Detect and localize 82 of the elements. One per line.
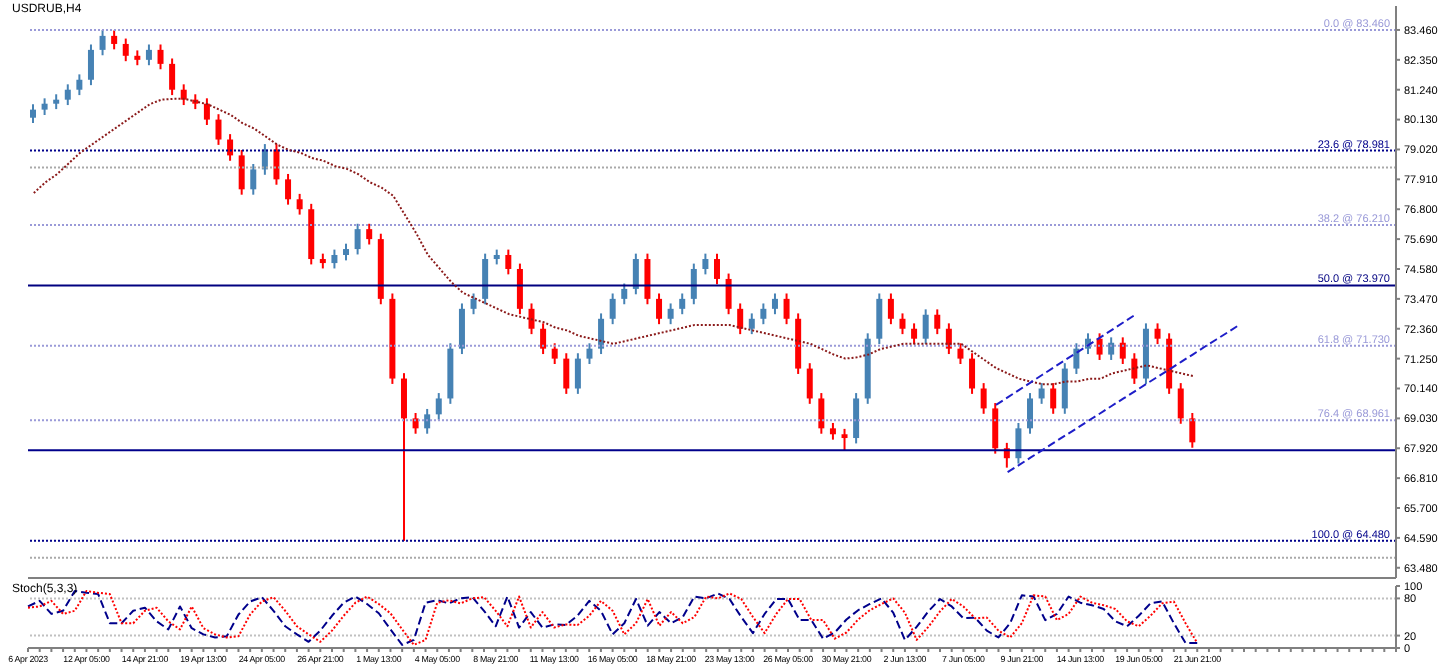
line-series [1006,323,1241,474]
candlestick [169,57,176,97]
candlestick [1027,392,1034,435]
candlestick [598,312,605,356]
candlestick [621,282,628,306]
candlestick [737,302,744,336]
candlestick [1189,411,1196,449]
candlestick [203,97,210,126]
candlestick [574,352,581,395]
candlestick [806,362,813,405]
candlestick [145,43,152,67]
candlestick [922,308,929,346]
candlestick [632,252,639,296]
candlestick [354,222,361,256]
candlestick [969,352,976,395]
candlestick [505,248,512,276]
candlestick [899,312,906,336]
candlestick [876,292,883,346]
candlestick [748,312,755,336]
candlestick [771,292,778,316]
candlestick [1131,352,1138,385]
candlestick [818,392,825,435]
candlestick [1061,362,1068,415]
candlestick [30,103,36,125]
candlestick [853,392,860,445]
candlestick [122,37,129,63]
candlestick [157,43,164,71]
candlestick [540,322,547,356]
candlestick [656,292,663,326]
candlestick [250,163,257,196]
candlestick [180,83,187,107]
candlestick [285,172,292,206]
candlestick [435,392,442,421]
candlestick [1096,332,1103,361]
candlestick [911,322,918,346]
candlestick [760,302,767,326]
candlestick [458,302,465,356]
candlestick [1119,336,1126,365]
candlestick [563,352,570,395]
candlestick [609,292,616,326]
candlestick [516,262,523,316]
line-series [995,313,1137,406]
candlestick [273,143,280,186]
candlestick [992,402,999,455]
candlestick [215,113,222,146]
candlestick [87,43,94,87]
candlestick [366,222,373,246]
candlestick [64,83,71,107]
candlestick [528,302,535,336]
candlestick [841,427,848,452]
candlestick [957,342,964,365]
candlestick [296,192,303,216]
candlestick [667,302,674,326]
candlestick [887,292,894,326]
candlestick [99,28,106,57]
candlestick [725,272,732,316]
candlestick [1177,382,1184,425]
candlestick [702,252,709,276]
candlestick [470,292,477,316]
candlestick [783,292,790,326]
candlestick [76,73,83,97]
candlestick [238,149,245,196]
candlestick [644,252,651,306]
candlestick [714,252,720,286]
candlestick [551,342,558,365]
candlestick [1038,382,1045,405]
candlestick [980,382,987,415]
candlestick [1015,421,1022,465]
candlestick [679,292,686,316]
candlestick [482,252,489,306]
candlestick [690,262,697,306]
candlestick [331,248,338,270]
candlestick [1050,382,1057,415]
candlestick [1108,336,1115,361]
candlestick [934,308,941,336]
candlestick [1154,322,1161,346]
candlestick [1073,342,1080,375]
candlestick [586,342,593,365]
candlestick [400,372,407,542]
candlestick [111,29,118,51]
candlestick [412,411,419,435]
candlestick [424,407,431,435]
